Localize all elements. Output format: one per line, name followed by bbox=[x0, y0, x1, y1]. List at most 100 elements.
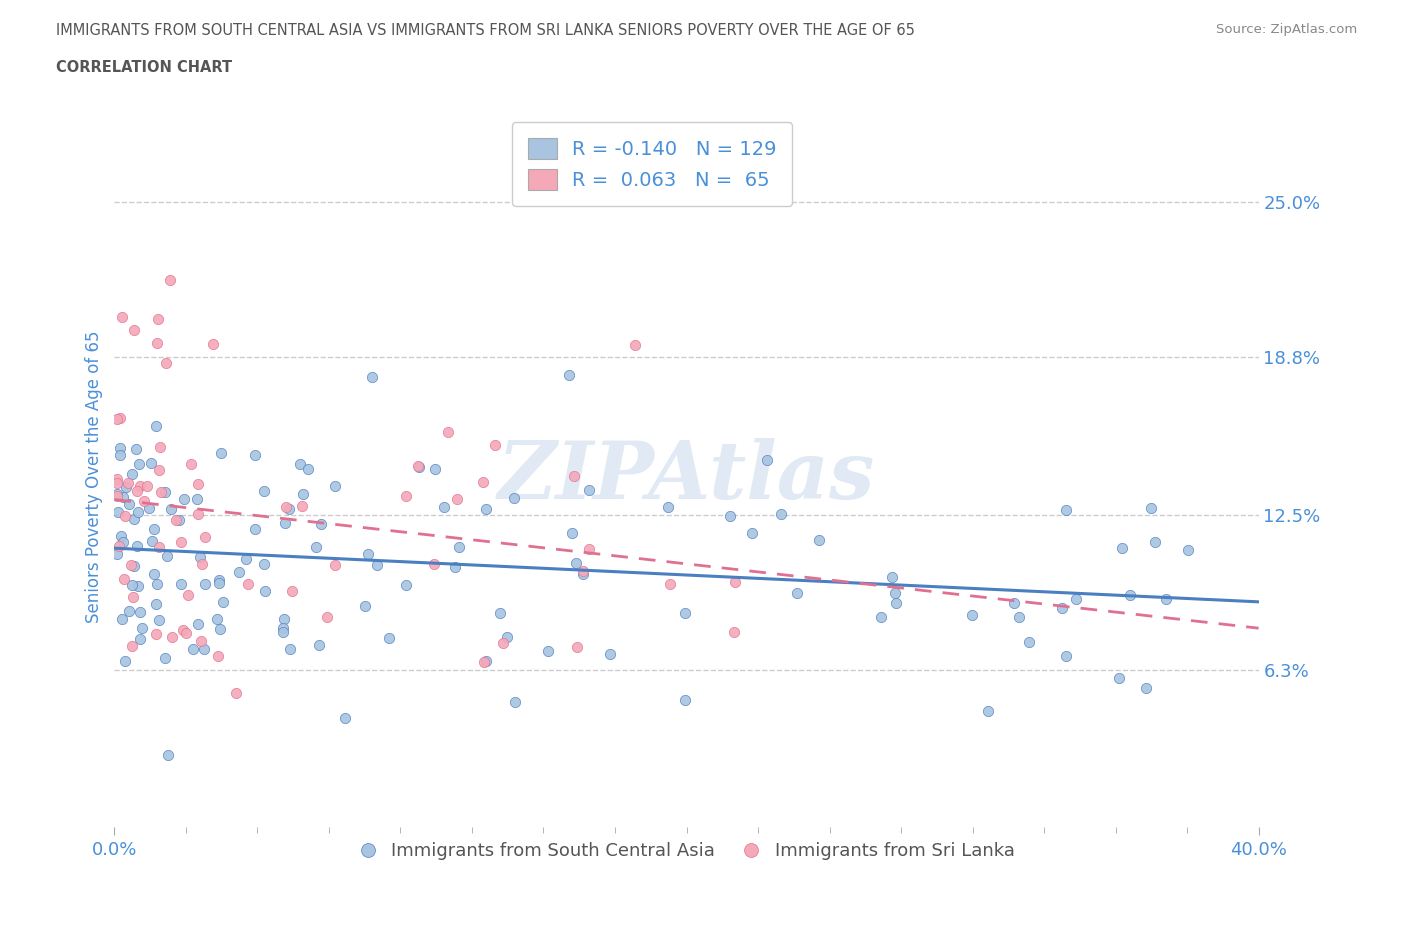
Point bbox=[208, 622, 231, 637]
Point bbox=[472, 474, 495, 489]
Point bbox=[491, 635, 513, 650]
Point bbox=[870, 610, 893, 625]
Point bbox=[105, 487, 128, 502]
Point bbox=[165, 512, 187, 527]
Point bbox=[297, 461, 319, 476]
Point bbox=[211, 594, 233, 609]
Point bbox=[155, 355, 177, 370]
Point bbox=[105, 472, 128, 486]
Point bbox=[142, 566, 165, 581]
Point bbox=[108, 538, 131, 553]
Point bbox=[356, 547, 378, 562]
Point bbox=[292, 487, 315, 502]
Point bbox=[1177, 542, 1199, 557]
Point bbox=[273, 611, 295, 626]
Point bbox=[148, 462, 170, 477]
Point bbox=[145, 419, 167, 434]
Point bbox=[145, 597, 167, 612]
Point bbox=[149, 440, 172, 455]
Point bbox=[472, 654, 495, 669]
Point bbox=[474, 654, 496, 669]
Point bbox=[208, 573, 231, 588]
Point bbox=[884, 595, 907, 610]
Point bbox=[443, 560, 465, 575]
Point bbox=[578, 483, 600, 498]
Point bbox=[145, 627, 167, 642]
Point bbox=[503, 695, 526, 710]
Point bbox=[786, 586, 808, 601]
Point bbox=[673, 692, 696, 707]
Point bbox=[288, 457, 311, 472]
Point bbox=[243, 522, 266, 537]
Y-axis label: Seniors Poverty Over the Age of 65: Seniors Poverty Over the Age of 65 bbox=[86, 331, 103, 623]
Point bbox=[305, 540, 328, 555]
Point bbox=[148, 613, 170, 628]
Point bbox=[323, 558, 346, 573]
Point bbox=[177, 587, 200, 602]
Point bbox=[572, 564, 595, 578]
Point bbox=[245, 448, 267, 463]
Point bbox=[1143, 534, 1166, 549]
Point bbox=[110, 529, 132, 544]
Point bbox=[167, 512, 190, 527]
Point bbox=[180, 457, 202, 472]
Point bbox=[484, 437, 506, 452]
Point bbox=[194, 530, 217, 545]
Point bbox=[572, 566, 595, 581]
Point bbox=[127, 538, 149, 553]
Point bbox=[122, 558, 145, 573]
Point bbox=[181, 642, 204, 657]
Point bbox=[395, 578, 418, 592]
Point bbox=[1140, 500, 1163, 515]
Point bbox=[565, 555, 588, 570]
Point bbox=[186, 492, 208, 507]
Point bbox=[148, 539, 170, 554]
Point bbox=[131, 621, 153, 636]
Point bbox=[253, 557, 276, 572]
Text: CORRELATION CHART: CORRELATION CHART bbox=[56, 60, 232, 75]
Text: ZIPAtlas: ZIPAtlas bbox=[498, 438, 875, 516]
Point bbox=[395, 488, 418, 503]
Point bbox=[769, 507, 792, 522]
Point bbox=[423, 557, 446, 572]
Point bbox=[146, 577, 169, 591]
Point bbox=[187, 476, 209, 491]
Point bbox=[202, 337, 225, 352]
Point bbox=[136, 478, 159, 493]
Point bbox=[114, 508, 136, 523]
Point bbox=[235, 552, 257, 567]
Point bbox=[1050, 601, 1073, 616]
Point bbox=[128, 631, 150, 646]
Point bbox=[173, 491, 195, 506]
Point bbox=[153, 485, 176, 499]
Point bbox=[236, 577, 259, 591]
Point bbox=[254, 583, 277, 598]
Text: Source: ZipAtlas.com: Source: ZipAtlas.com bbox=[1216, 23, 1357, 36]
Point bbox=[108, 410, 131, 425]
Point bbox=[122, 512, 145, 526]
Point bbox=[107, 411, 129, 426]
Point bbox=[1018, 634, 1040, 649]
Point bbox=[659, 577, 682, 591]
Point bbox=[108, 441, 131, 456]
Point bbox=[194, 577, 217, 591]
Point bbox=[536, 644, 558, 658]
Point bbox=[883, 586, 905, 601]
Point bbox=[361, 370, 384, 385]
Point bbox=[121, 578, 143, 592]
Point bbox=[675, 605, 697, 620]
Point bbox=[112, 571, 135, 586]
Point bbox=[354, 599, 377, 614]
Point bbox=[120, 557, 142, 572]
Point bbox=[209, 445, 232, 460]
Point bbox=[1135, 680, 1157, 695]
Point bbox=[193, 642, 215, 657]
Point bbox=[425, 462, 447, 477]
Point bbox=[578, 541, 600, 556]
Point bbox=[366, 558, 388, 573]
Point bbox=[129, 478, 152, 493]
Point bbox=[741, 525, 763, 540]
Point bbox=[114, 654, 136, 669]
Point bbox=[280, 584, 302, 599]
Point bbox=[142, 522, 165, 537]
